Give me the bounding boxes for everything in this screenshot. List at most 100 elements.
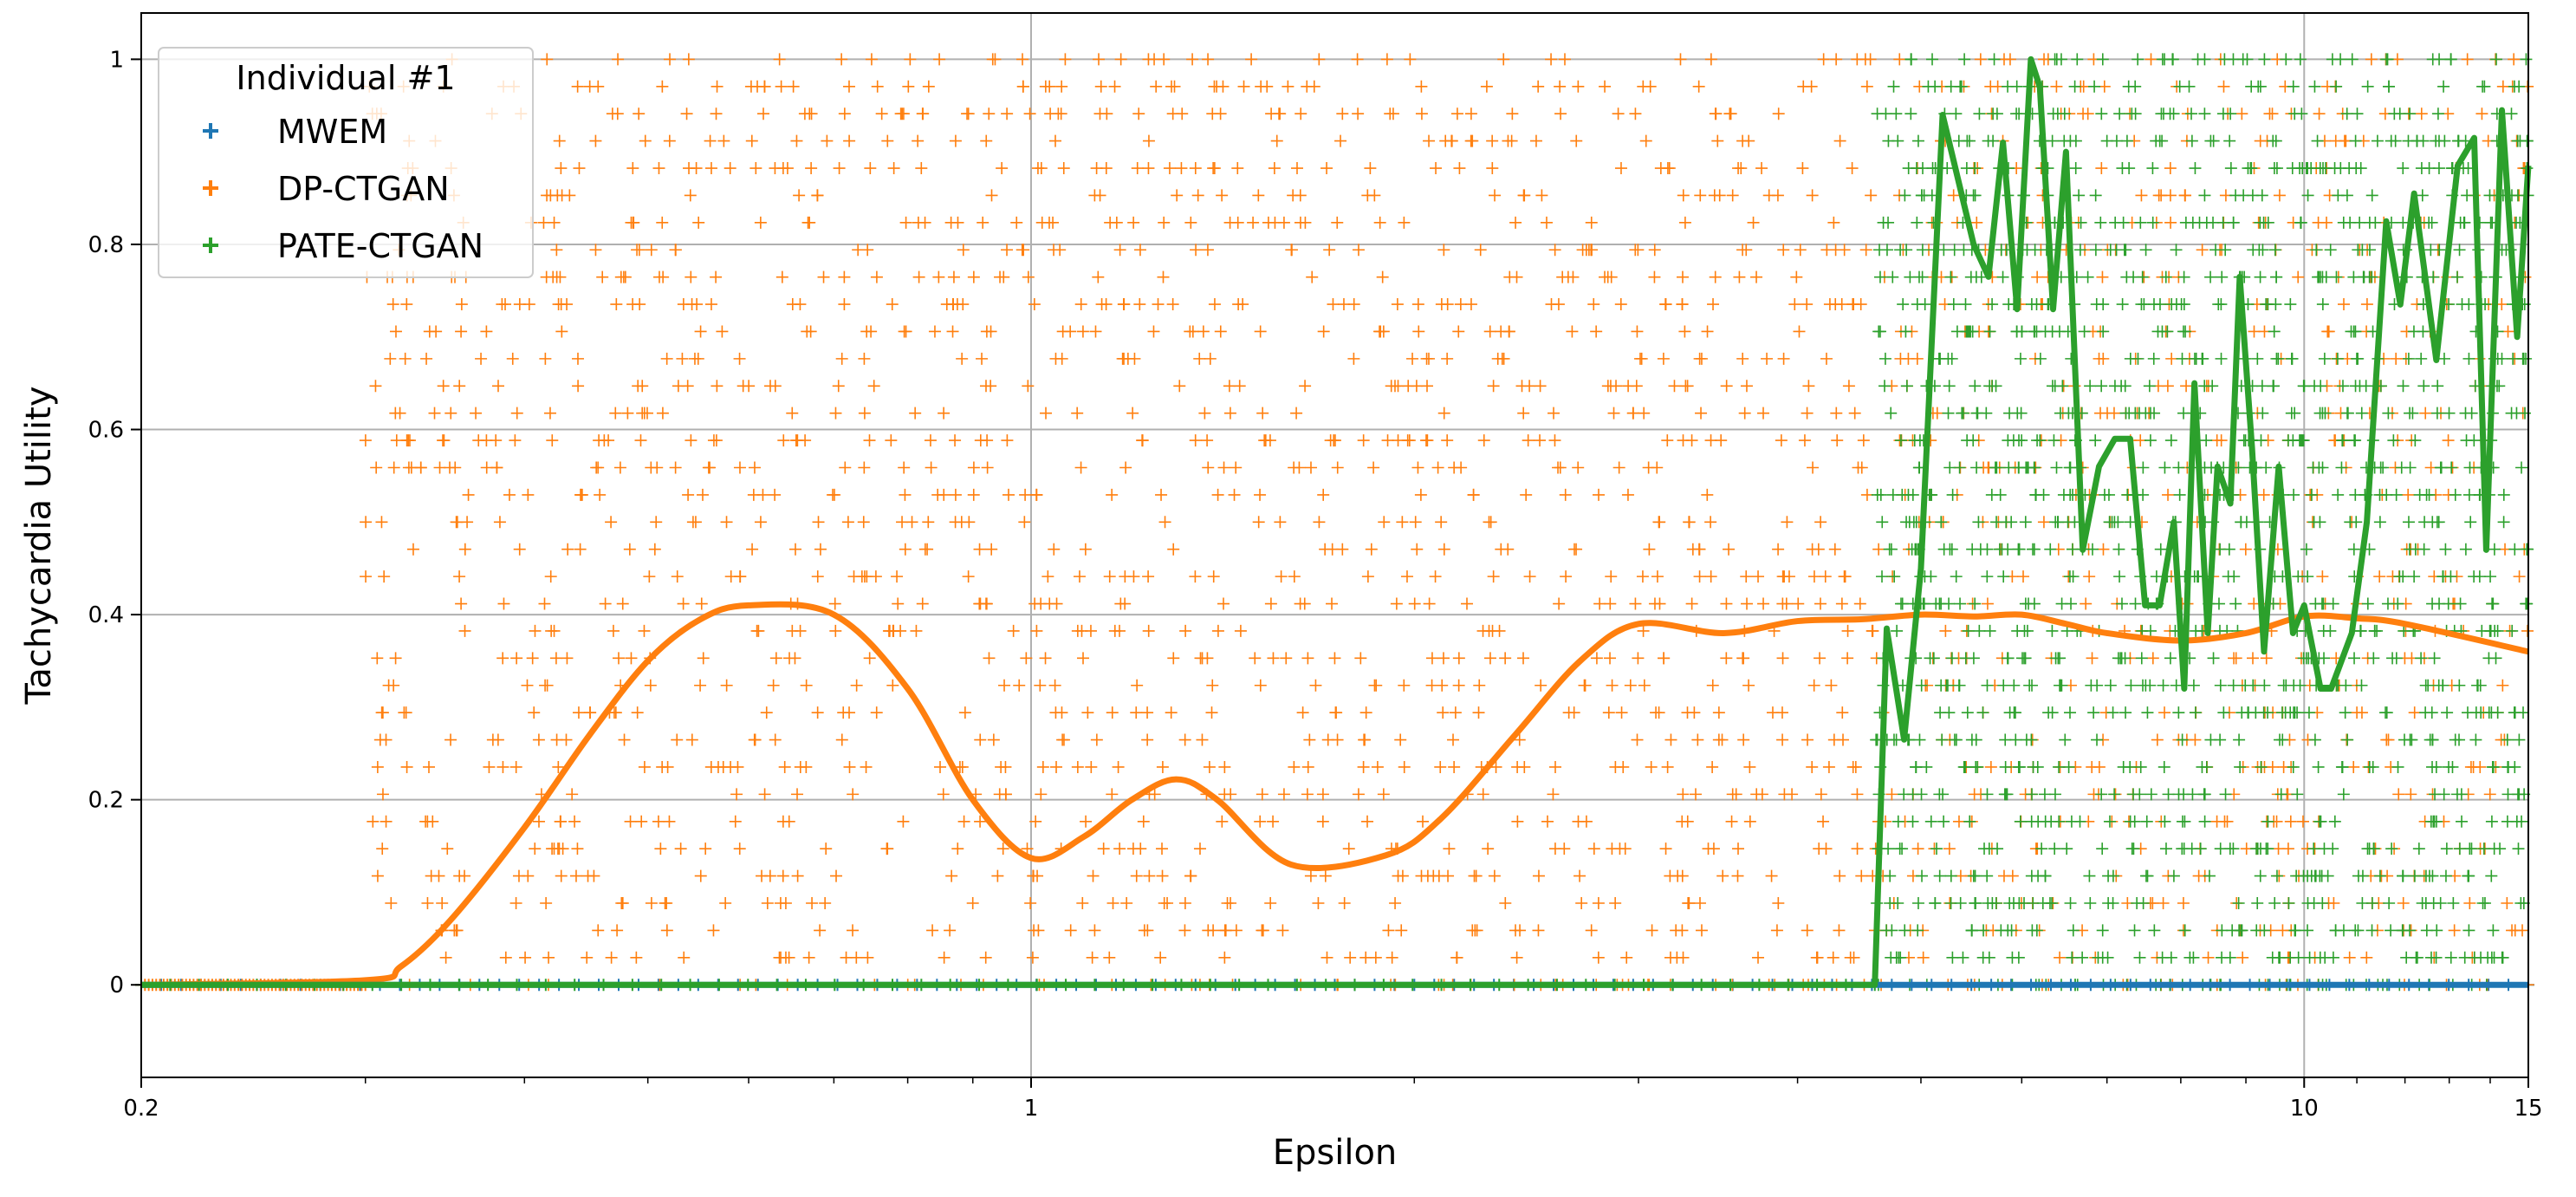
data-point [1534,380,1547,393]
data-point [2015,407,2028,420]
data-point [1150,80,1163,93]
data-point [1127,570,1140,583]
data-point [1638,407,1651,420]
data-point [1288,760,1301,773]
data-point [2357,270,2370,283]
data-point [1837,733,1850,746]
data-point [2035,842,2048,855]
data-point [1334,134,1347,147]
data-point [1233,380,1246,393]
data-point [2014,352,2027,365]
data-point [2170,679,2183,692]
data-point [1100,107,1113,120]
data-point [1970,461,1983,474]
data-point [733,842,746,855]
data-point [2113,570,2126,583]
data-point [1930,407,1943,420]
data-point [1097,842,1110,855]
data-point [2431,107,2444,120]
data-point [1806,760,1819,773]
data-point [1509,216,1522,229]
data-point [2219,788,2232,801]
data-point [1303,733,1316,746]
data-point [1186,325,1199,338]
data-point [778,760,791,773]
data-point [371,760,384,773]
data-point [711,80,723,93]
data-point [928,325,941,338]
data-point [2054,951,2067,964]
data-point [2216,270,2229,283]
data-point [1711,134,1724,147]
data-point [1590,652,1603,665]
data-point [2246,652,2259,665]
data-point [1396,516,1409,529]
data-point [393,407,406,420]
data-point [1693,897,1706,909]
data-point [1202,924,1215,937]
data-point [1276,924,1289,937]
data-point [949,488,962,501]
data-point [2346,53,2359,66]
data-point [552,298,565,311]
data-point [2257,488,2270,501]
data-point [2412,842,2425,855]
data-point [2487,597,2500,610]
data-point [865,53,878,66]
data-point [589,244,602,257]
data-point [2093,352,2106,365]
data-point [1782,570,1795,583]
data-point [552,760,565,773]
data-point [546,434,559,447]
data-point [2228,570,2241,583]
data-point [1612,107,1625,120]
x-tick-label: 10 [2290,1096,2319,1122]
data-point [2234,760,2247,773]
data-point [857,516,870,529]
data-point [1137,815,1150,828]
data-point [1028,924,1041,937]
data-point [1860,488,1873,501]
data-point [1112,760,1125,773]
data-point [451,924,464,937]
data-point [1658,652,1671,665]
data-point [571,80,584,93]
data-point [2314,270,2327,283]
data-point [1593,597,1606,610]
data-point [2008,679,2021,692]
data-point [671,570,684,583]
data-point [2423,488,2436,501]
data-point [1382,924,1395,937]
data-point [1936,733,1949,746]
data-point [2501,788,2514,801]
data-point [1694,189,1707,202]
data-point [1216,815,1229,828]
data-point [2192,869,2205,882]
data-point [723,162,736,175]
data-point [858,461,871,474]
data-point [1556,270,1569,283]
data-point [1298,597,1311,610]
data-point [2268,244,2281,257]
data-point [612,652,625,665]
data-point [2443,407,2456,420]
data-point [428,407,441,420]
data-point [967,270,980,283]
data-point [2276,924,2289,937]
data-point [2061,516,2074,529]
data-point [944,924,957,937]
data-point [1464,107,1477,120]
data-point [2176,352,2189,365]
data-point [2367,842,2380,855]
data-point [1590,325,1603,338]
data-point [1039,652,1052,665]
data-point [2462,352,2475,365]
data-point [1906,815,1919,828]
data-point [1716,869,1729,882]
data-point [2335,461,2348,474]
data-point [1041,570,1054,583]
data-point [1540,216,1553,229]
data-point [1570,543,1583,556]
data-point [2157,679,2170,692]
data-point [819,897,832,909]
